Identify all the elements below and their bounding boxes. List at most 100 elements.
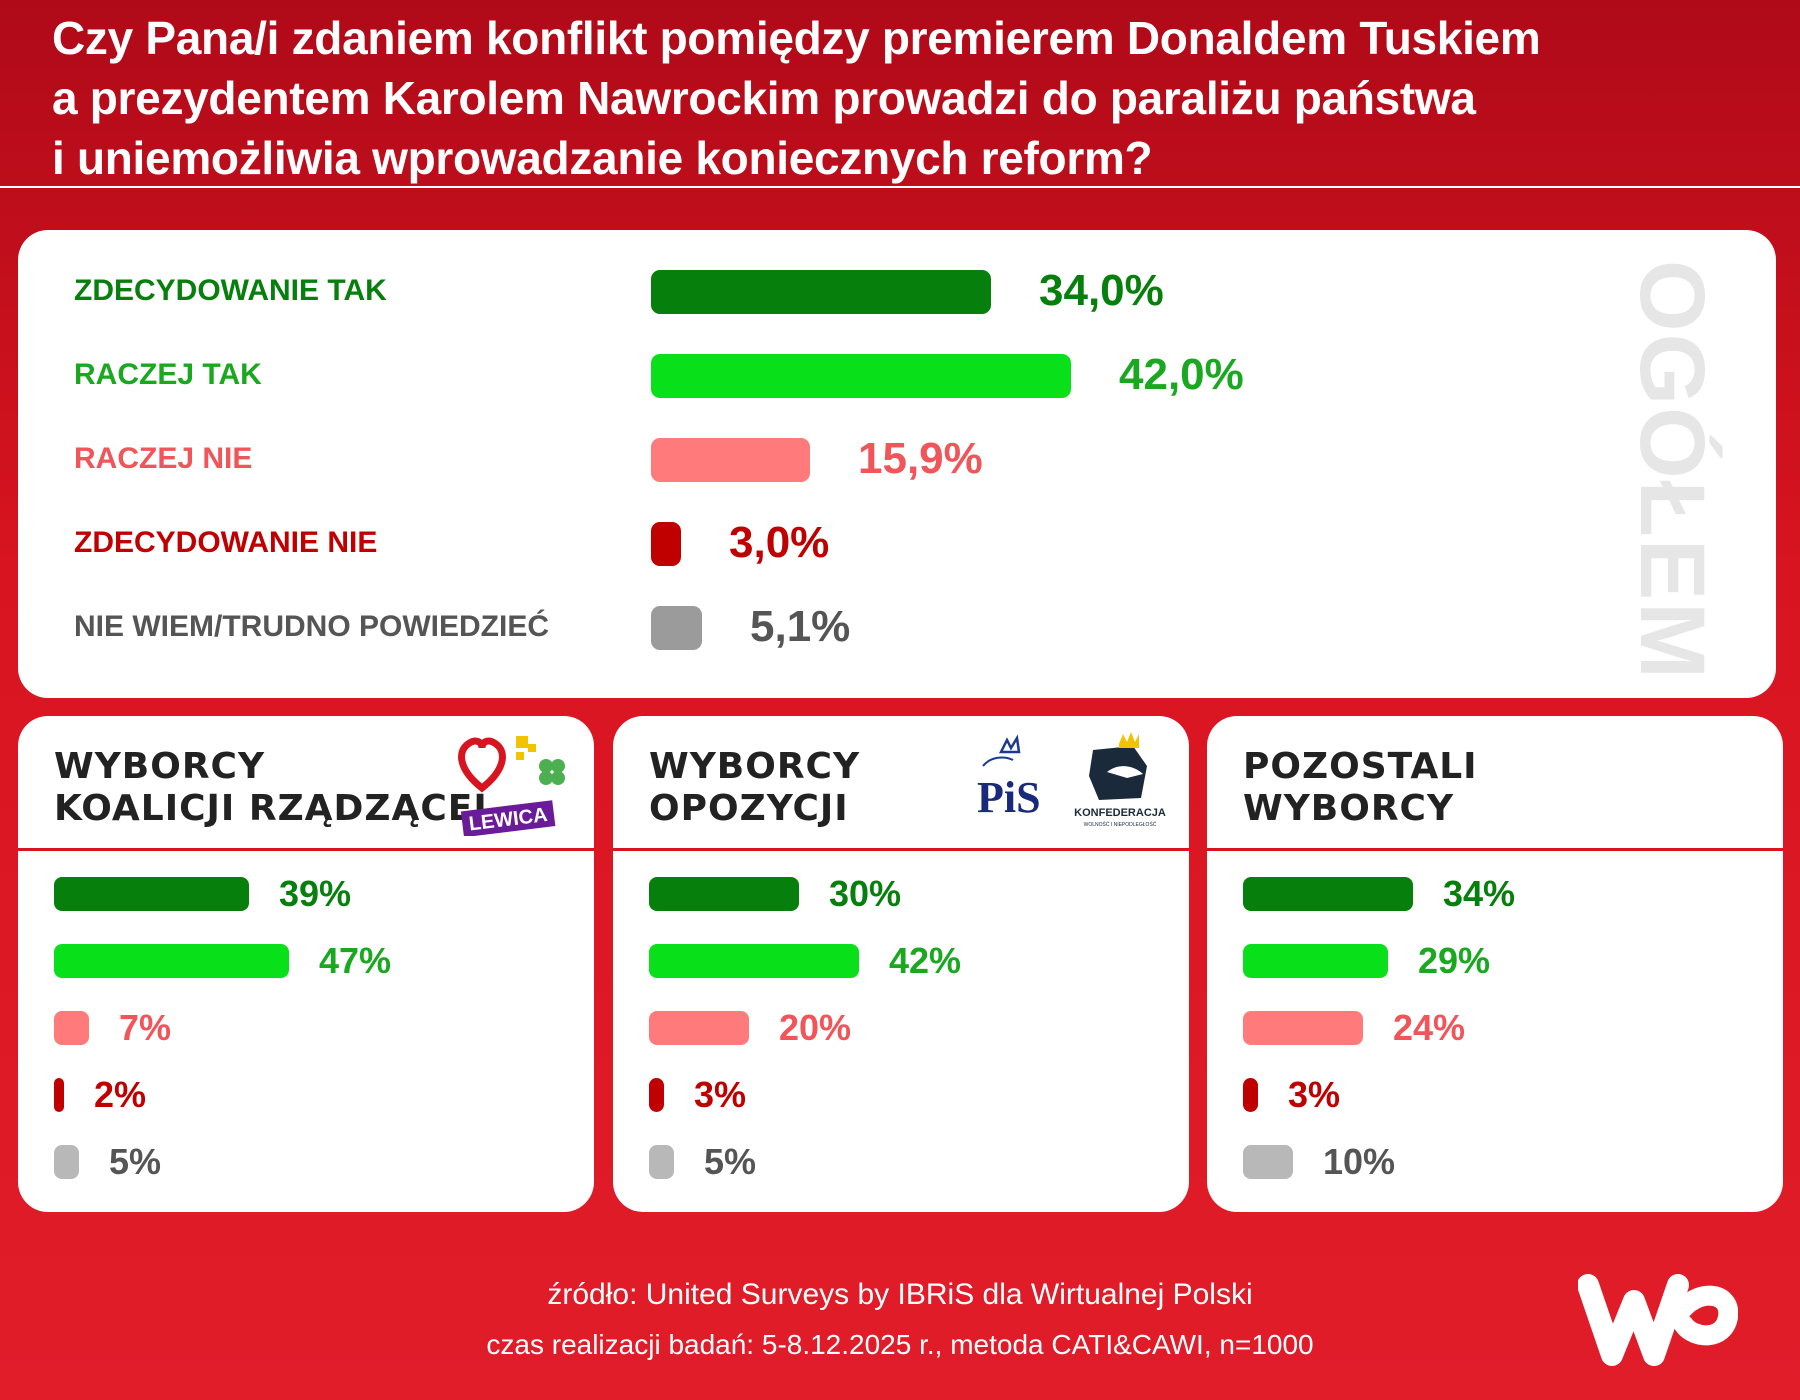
opposition-voters-title: WYBORCY OPOZYCJI bbox=[649, 746, 860, 830]
bar-row-no: 24% bbox=[1207, 995, 1783, 1061]
other-title-line-1: POZOSTALI bbox=[1243, 746, 1478, 787]
bar bbox=[649, 877, 799, 911]
overall-watermark: OGÓŁEM bbox=[1606, 259, 1736, 681]
other-title-line-2: WYBORCY bbox=[1243, 788, 1455, 829]
bar-row-dont-know: 10% bbox=[1207, 1129, 1783, 1195]
bar bbox=[649, 944, 859, 978]
method-note: czas realizacji badań: 5-8.12.2025 r., m… bbox=[486, 1329, 1314, 1360]
value-label: 34% bbox=[1443, 873, 1516, 914]
coalition-title-line-1: WYBORCY bbox=[54, 746, 266, 787]
other-voters-title: POZOSTALI WYBORCY bbox=[1243, 746, 1478, 830]
clover-icon bbox=[516, 736, 565, 785]
category-label: ZDECYDOWANIE NIE bbox=[74, 526, 378, 559]
opposition-logos: PiS KONFEDERACJA WOLNOŚĆ I NIEPODLEGŁOŚĆ bbox=[977, 732, 1166, 828]
value-label: 47% bbox=[319, 940, 392, 981]
value-label: 42,0% bbox=[1119, 350, 1244, 399]
value-label: 5% bbox=[704, 1141, 757, 1182]
svg-text:LEWICA: LEWICA bbox=[468, 804, 549, 835]
bar bbox=[54, 1078, 64, 1112]
opposition-title-line-1: WYBORCY bbox=[649, 746, 861, 787]
bar bbox=[54, 1011, 89, 1045]
bar-row-yes: 47% bbox=[18, 928, 594, 994]
bar bbox=[649, 1145, 674, 1179]
bar bbox=[651, 270, 991, 314]
coalition-voters-card: WYBORCY KOALICJI RZĄDZĄCEJ LEWICA 39% 47%… bbox=[18, 716, 594, 1212]
bar bbox=[651, 606, 702, 650]
bar bbox=[54, 877, 249, 911]
bar bbox=[1243, 877, 1413, 911]
bar-row-yes: 29% bbox=[1207, 928, 1783, 994]
bar bbox=[651, 522, 681, 566]
bar-row-strong-no: 3% bbox=[613, 1062, 1189, 1128]
bar bbox=[54, 1145, 79, 1179]
page-title: Czy Pana/i zdaniem konflikt pomiędzy pre… bbox=[52, 8, 1712, 188]
bar-row-no: RACZEJ NIE 15,9% bbox=[18, 417, 1418, 501]
svg-text:KONFEDERACJA: KONFEDERACJA bbox=[1074, 807, 1166, 819]
bar bbox=[649, 1078, 664, 1112]
value-label: 34,0% bbox=[1039, 266, 1164, 315]
wp-logo bbox=[1578, 1274, 1738, 1366]
other-voters-header: POZOSTALI WYBORCY bbox=[1207, 716, 1783, 851]
bar-row-dont-know: 5% bbox=[613, 1129, 1189, 1195]
coalition-title-line-2: KOALICJI RZĄDZĄCEJ bbox=[54, 788, 488, 829]
bar-row-dont-know: 5% bbox=[18, 1129, 594, 1195]
coalition-voters-header: WYBORCY KOALICJI RZĄDZĄCEJ LEWICA bbox=[18, 716, 594, 851]
bar-row-no: 20% bbox=[613, 995, 1189, 1061]
value-label: 3% bbox=[694, 1074, 747, 1115]
category-label: RACZEJ NIE bbox=[74, 442, 253, 475]
heart-icon bbox=[458, 737, 506, 793]
bar-row-no: 7% bbox=[18, 995, 594, 1061]
value-label: 3% bbox=[1288, 1074, 1341, 1115]
title-line-3: i uniemożliwia wprowadzanie koniecznych … bbox=[52, 132, 1153, 184]
value-label: 42% bbox=[889, 940, 962, 981]
opposition-voters-card: WYBORCY OPOZYCJI PiS KONFEDERACJA WOLNOŚ… bbox=[613, 716, 1189, 1212]
bar bbox=[651, 438, 810, 482]
value-label: 7% bbox=[119, 1007, 172, 1048]
bar bbox=[1243, 1078, 1258, 1112]
opposition-voters-header: WYBORCY OPOZYCJI PiS KONFEDERACJA WOLNOŚ… bbox=[613, 716, 1189, 851]
bar bbox=[651, 354, 1071, 398]
bar bbox=[1243, 1011, 1363, 1045]
bar bbox=[649, 1011, 749, 1045]
value-label: 10% bbox=[1323, 1141, 1396, 1182]
value-label: 24% bbox=[1393, 1007, 1466, 1048]
overall-card: OGÓŁEM ZDECYDOWANIE TAK 34,0% RACZEJ TAK 42… bbox=[18, 230, 1776, 698]
value-label: 30% bbox=[829, 873, 902, 914]
bar-row-strong-no: ZDECYDOWANIE NIE 3,0% bbox=[18, 501, 1418, 585]
title-line-2: a prezydentem Karolem Nawrockim prowadzi… bbox=[52, 72, 1476, 124]
title-line-1: Czy Pana/i zdaniem konflikt pomiędzy pre… bbox=[52, 12, 1541, 64]
value-label: 3,0% bbox=[729, 518, 830, 567]
category-label: NIE WIEM/TRUDNO POWIEDZIEĆ bbox=[74, 610, 549, 643]
value-label: 15,9% bbox=[858, 434, 983, 483]
category-label: RACZEJ TAK bbox=[74, 358, 262, 391]
coalition-voters-title: WYBORCY KOALICJI RZĄDZĄCEJ bbox=[54, 746, 488, 830]
konfederacja-logo: KONFEDERACJA WOLNOŚĆ I NIEPODLEGŁOŚĆ bbox=[1074, 732, 1166, 828]
opposition-title-line-2: OPOZYCJI bbox=[649, 788, 849, 829]
value-label: 5,1% bbox=[750, 602, 851, 651]
value-label: 5% bbox=[109, 1141, 162, 1182]
value-label: 2% bbox=[94, 1074, 147, 1115]
value-label: 29% bbox=[1418, 940, 1491, 981]
bar-row-yes: RACZEJ TAK 42,0% bbox=[18, 333, 1418, 417]
bar-row-dont-know: NIE WIEM/TRUDNO POWIEDZIEĆ 5,1% bbox=[18, 585, 1418, 669]
bar bbox=[1243, 1145, 1293, 1179]
svg-text:PiS: PiS bbox=[977, 773, 1041, 822]
svg-text:WOLNOŚĆ I NIEPODLEGŁOŚĆ: WOLNOŚĆ I NIEPODLEGŁOŚĆ bbox=[1084, 820, 1157, 828]
footer: źródło: United Surveys by IBRiS dla Wirt… bbox=[0, 1270, 1800, 1370]
bar-row-strong-no: 2% bbox=[18, 1062, 594, 1128]
value-label: 20% bbox=[779, 1007, 852, 1048]
header: Czy Pana/i zdaniem konflikt pomiędzy pre… bbox=[0, 0, 1800, 188]
bar bbox=[54, 944, 289, 978]
bar-row-strong-yes: 30% bbox=[613, 861, 1189, 927]
lewica-logo: LEWICA bbox=[460, 800, 556, 836]
category-label: ZDECYDOWANIE TAK bbox=[74, 274, 387, 307]
bar-row-strong-yes: 34% bbox=[1207, 861, 1783, 927]
value-label: 39% bbox=[279, 873, 352, 914]
bar-row-yes: 42% bbox=[613, 928, 1189, 994]
pis-logo: PiS bbox=[977, 734, 1041, 822]
bar bbox=[1243, 944, 1388, 978]
source-note: źródło: United Surveys by IBRiS dla Wirt… bbox=[547, 1278, 1253, 1311]
overall-title: OGÓŁEM bbox=[1620, 259, 1723, 681]
coalition-logos: LEWICA bbox=[458, 736, 565, 836]
bar-row-strong-yes: 39% bbox=[18, 861, 594, 927]
